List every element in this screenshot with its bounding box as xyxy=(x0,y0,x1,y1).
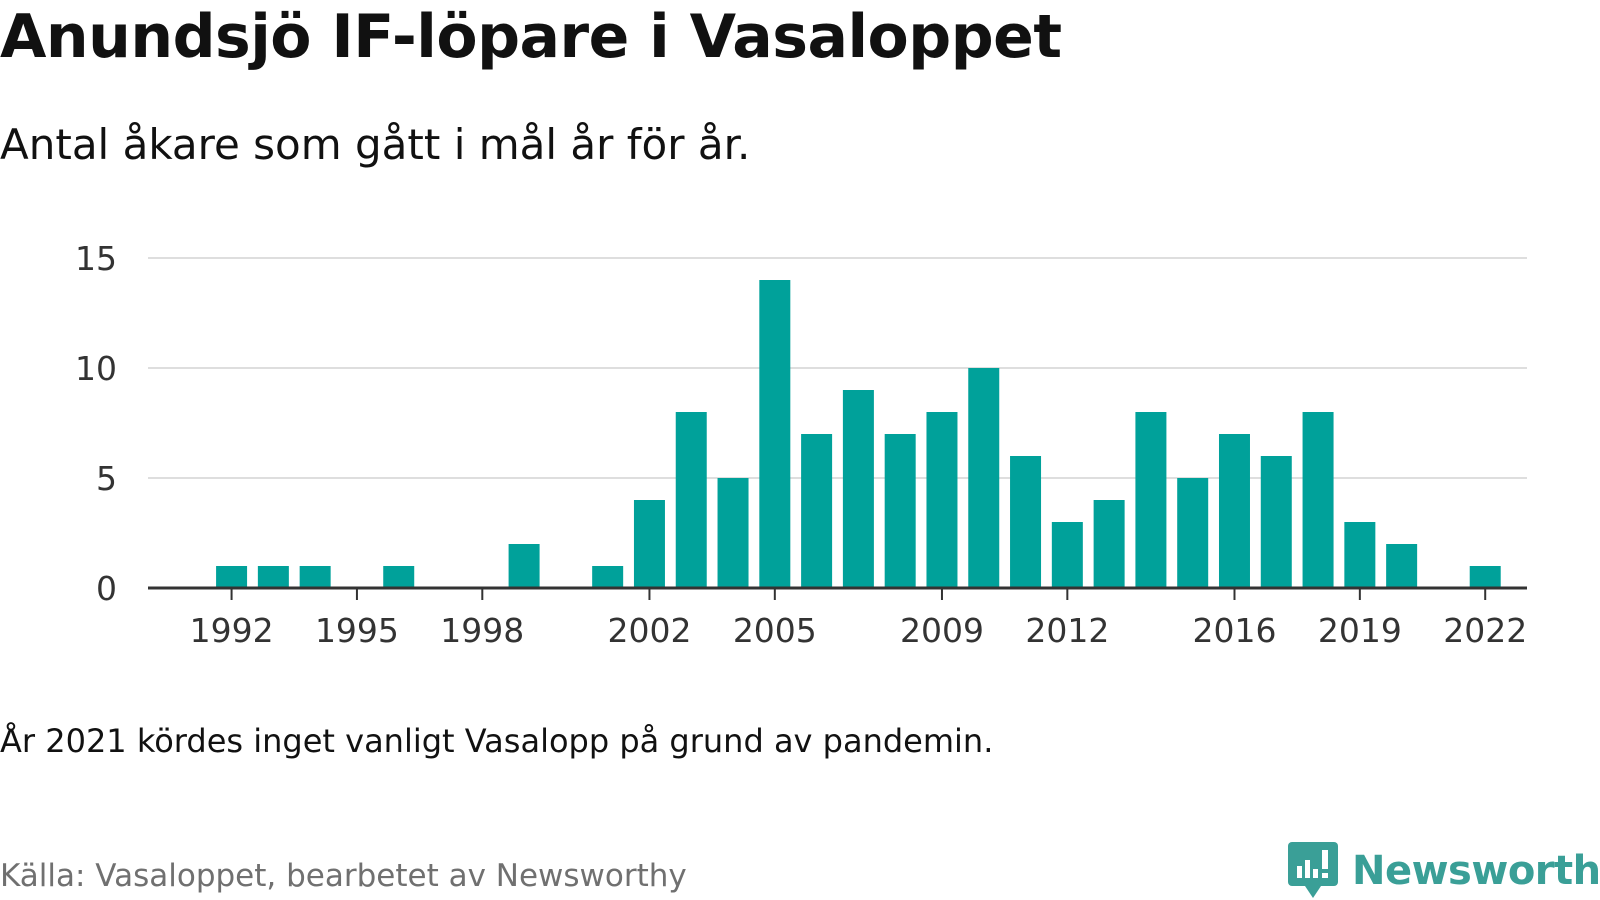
brand-logo: Newsworthy xyxy=(1288,842,1600,900)
x-tick-label: 2009 xyxy=(900,611,984,650)
bar xyxy=(675,412,707,588)
newsworthy-logo-icon xyxy=(1288,842,1338,898)
bar xyxy=(508,544,540,588)
bar xyxy=(1469,566,1501,588)
chart-subtitle: Antal åkare som gått i mål år för år. xyxy=(0,120,751,169)
y-tick-label: 5 xyxy=(96,459,117,498)
bar xyxy=(1177,478,1209,588)
bar xyxy=(299,566,331,588)
brand-name: Newsworthy xyxy=(1352,848,1600,894)
bar xyxy=(926,412,958,588)
bar xyxy=(1010,456,1042,588)
y-tick-label: 0 xyxy=(96,569,117,608)
bar xyxy=(257,566,289,588)
chart-title: Anundsjö IF-löpare i Vasaloppet xyxy=(0,2,1062,72)
x-tick-label: 2019 xyxy=(1318,611,1402,650)
bar xyxy=(1386,544,1418,588)
bar xyxy=(633,500,665,588)
bar xyxy=(383,566,415,588)
bar xyxy=(1260,456,1292,588)
bar xyxy=(1093,500,1125,588)
bar xyxy=(1344,522,1376,588)
x-tick-label: 2012 xyxy=(1025,611,1109,650)
y-tick-label: 15 xyxy=(75,239,117,278)
bar xyxy=(1302,412,1334,588)
x-tick-label: 2005 xyxy=(733,611,817,650)
x-tick-label: 2022 xyxy=(1443,611,1527,650)
bar xyxy=(1051,522,1083,588)
bar xyxy=(592,566,624,588)
x-tick-label: 1998 xyxy=(440,611,524,650)
bar xyxy=(717,478,749,588)
footnote: År 2021 kördes inget vanligt Vasalopp på… xyxy=(0,722,994,760)
bar-chart: 0 5 10 15 1992 1995 1998 2002 2005 2009 2012 2016 20… xyxy=(75,239,1527,650)
bar xyxy=(216,566,248,588)
bar xyxy=(759,280,791,588)
x-tick-label: 1992 xyxy=(190,611,274,650)
bar xyxy=(968,368,1000,588)
x-tick-label: 1995 xyxy=(315,611,399,650)
x-tick-label: 2016 xyxy=(1192,611,1276,650)
source-text: Källa: Vasaloppet, bearbetet av Newswort… xyxy=(0,858,687,894)
bar xyxy=(842,390,874,588)
bar xyxy=(1135,412,1167,588)
bar xyxy=(884,434,916,588)
bar xyxy=(801,434,833,588)
bar xyxy=(1218,434,1250,588)
y-tick-label: 10 xyxy=(75,349,117,388)
x-tick-label: 2002 xyxy=(607,611,691,650)
